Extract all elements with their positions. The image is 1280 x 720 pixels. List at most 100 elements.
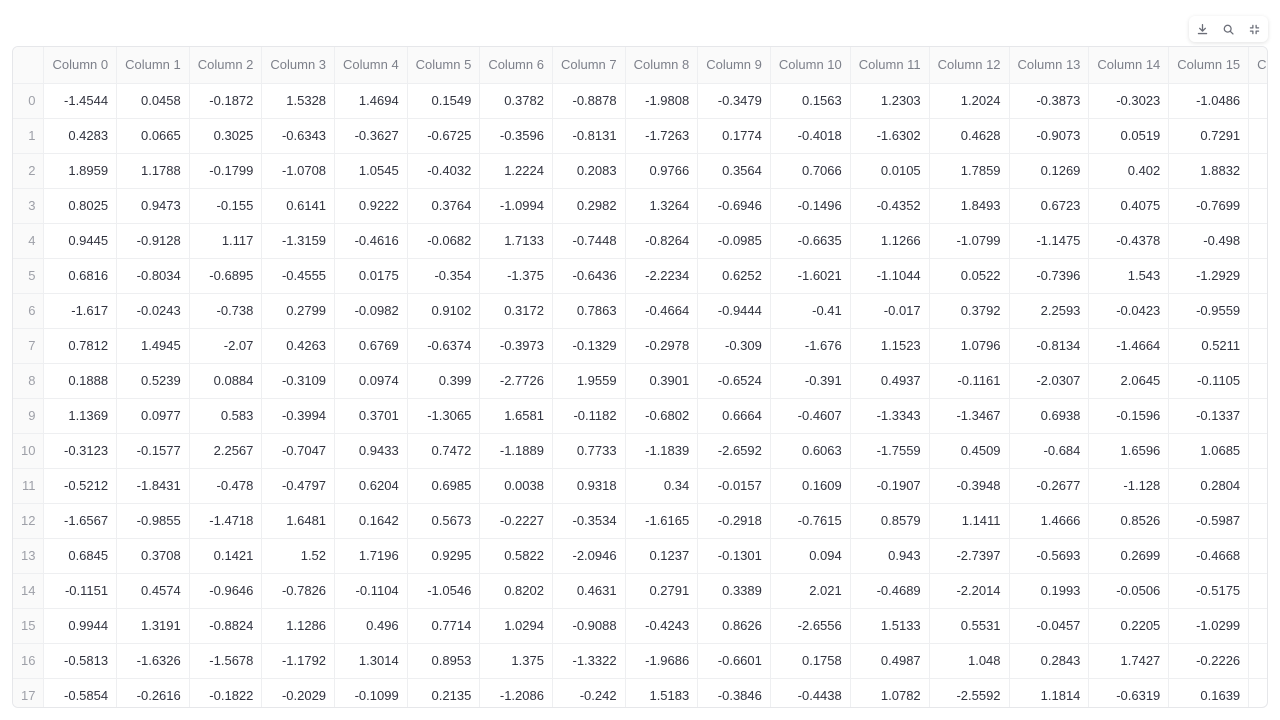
table-cell[interactable]: 0. (1248, 678, 1267, 707)
column-header[interactable]: Column 6 (479, 47, 553, 84)
table-row[interactable]: 10 -0.3123 -0.1577 2.2567 -0.7047 0.9433 0.747… (13, 433, 1267, 469)
table-cell[interactable]: 2.2593 (1009, 293, 1090, 329)
table-cell[interactable]: 0.7812 (43, 328, 118, 364)
table-cell[interactable]: -1.0708 (261, 153, 336, 189)
table-cell[interactable]: -0. (1248, 643, 1267, 679)
table-cell[interactable]: 1.52 (261, 538, 336, 574)
table-cell[interactable]: 0.1563 (770, 83, 851, 119)
table-cell[interactable]: 1.7427 (1088, 643, 1170, 679)
table-cell[interactable]: 1.2224 (479, 153, 553, 189)
table-cell[interactable]: 0.9944 (43, 608, 118, 644)
table-cell[interactable]: 0.0175 (334, 258, 408, 294)
table-cell[interactable]: -0.1301 (697, 538, 771, 574)
table-cell[interactable]: 1.0685 (1168, 433, 1250, 469)
table-cell[interactable]: -0.242 (552, 678, 626, 707)
table-cell[interactable]: -1.3343 (850, 398, 930, 434)
table-cell[interactable]: 0.1888 (43, 363, 118, 399)
table-cell[interactable]: 0.2699 (1088, 538, 1170, 574)
table-cell[interactable]: -2.0307 (1009, 363, 1090, 399)
table-cell[interactable]: -1.9808 (625, 83, 699, 119)
table-cell[interactable]: -0.6374 (407, 328, 481, 364)
table-cell[interactable]: 0.399 (407, 363, 481, 399)
table-cell[interactable]: -2.2234 (625, 258, 699, 294)
table-cell[interactable]: -0.3994 (261, 398, 336, 434)
table-cell[interactable]: 1.1286 (261, 608, 336, 644)
table-cell[interactable]: 0.0665 (116, 118, 190, 154)
table-cell[interactable]: 1.117 (189, 223, 263, 259)
table-cell[interactable]: -1.0546 (407, 573, 481, 609)
table-cell[interactable]: -0.9128 (116, 223, 190, 259)
search-icon[interactable] (1217, 18, 1239, 40)
table-cell[interactable]: 0.6141 (261, 188, 336, 224)
table-cell[interactable]: 0.3172 (479, 293, 553, 329)
table-cell[interactable]: 0.7472 (407, 433, 481, 469)
column-header[interactable]: Column 15 (1168, 47, 1250, 84)
table-cell[interactable]: -2.6592 (697, 433, 771, 469)
table-cell[interactable]: -0.8034 (116, 258, 190, 294)
table-cell[interactable]: -1.6567 (43, 503, 118, 539)
column-header[interactable]: Column 16 (1248, 47, 1267, 84)
table-cell[interactable]: 0.1237 (625, 538, 699, 574)
table-cell[interactable]: 0.9222 (334, 188, 408, 224)
table-cell[interactable]: -0.478 (189, 468, 263, 504)
table-cell[interactable]: -0.0985 (697, 223, 771, 259)
table-cell[interactable]: 0.583 (189, 398, 263, 434)
table-cell[interactable]: 0.3564 (697, 153, 771, 189)
table-cell[interactable]: -0.9088 (552, 608, 626, 644)
table-cell[interactable]: -1.676 (770, 328, 851, 364)
table-cell[interactable]: 0.496 (334, 608, 408, 644)
table-cell[interactable]: -0.738 (189, 293, 263, 329)
table-cell[interactable]: -1.1839 (625, 433, 699, 469)
table-cell[interactable]: 0.6664 (697, 398, 771, 434)
table-cell[interactable]: 0.0038 (479, 468, 553, 504)
column-header[interactable]: Column 0 (43, 47, 118, 84)
table-cell[interactable]: -0.3973 (479, 328, 553, 364)
table-cell[interactable]: 0.1269 (1009, 153, 1090, 189)
table-cell[interactable]: 0.4509 (929, 433, 1010, 469)
table-cell[interactable]: -0.0457 (1009, 608, 1090, 644)
table-cell[interactable]: 0.7066 (770, 153, 851, 189)
table-cell[interactable]: 1.4694 (334, 83, 408, 119)
table-cell[interactable]: -0.684 (1009, 433, 1090, 469)
table-cell[interactable]: -2.2014 (929, 573, 1010, 609)
table-cell[interactable]: -1.4544 (43, 83, 118, 119)
table-cell[interactable]: -0.4018 (770, 118, 851, 154)
table-cell[interactable]: -1.7559 (850, 433, 930, 469)
table-row[interactable]: 5 0.6816 -0.8034 -0.6895 -0.4555 0.0175 -0.354… (13, 258, 1267, 294)
table-cell[interactable]: -1.128 (1088, 468, 1170, 504)
table-cell[interactable]: -0.3596 (479, 118, 553, 154)
table-cell[interactable]: 0.9433 (334, 433, 408, 469)
table-cell[interactable]: -1.6326 (116, 643, 190, 679)
column-header[interactable]: Column 5 (407, 47, 481, 84)
table-cell[interactable]: -0.4555 (261, 258, 336, 294)
table-cell[interactable]: -0.41 (770, 293, 851, 329)
table-cell[interactable]: -1.7263 (625, 118, 699, 154)
table-cell[interactable]: 0.7863 (552, 293, 626, 329)
column-header[interactable]: Column 4 (334, 47, 408, 84)
table-row[interactable]: 14 -0.1151 0.4574 -0.9646 -0.7826 -0.1104 -1.0… (13, 573, 1267, 609)
table-cell[interactable]: -0.1907 (850, 468, 930, 504)
table-cell[interactable]: -0. (1248, 608, 1267, 644)
table-cell[interactable]: -0.4689 (850, 573, 930, 609)
table-cell[interactable]: -0.5813 (43, 643, 118, 679)
table-cell[interactable]: -1.0486 (1168, 83, 1250, 119)
table-cell[interactable]: -0.4664 (625, 293, 699, 329)
table-cell[interactable]: -2.6556 (770, 608, 851, 644)
table-cell[interactable]: -0.6946 (697, 188, 771, 224)
column-header[interactable]: Column 9 (697, 47, 771, 84)
table-cell[interactable]: 0.402 (1088, 153, 1170, 189)
table-cell[interactable]: 0.1758 (770, 643, 851, 679)
table-cell[interactable]: 1.1411 (929, 503, 1010, 539)
table-cell[interactable]: -1.5678 (189, 643, 263, 679)
table-cell[interactable]: 1.6581 (479, 398, 553, 434)
table-cell[interactable]: -1.6021 (770, 258, 851, 294)
table-cell[interactable]: -0.155 (189, 188, 263, 224)
table-cell[interactable]: 0.4631 (552, 573, 626, 609)
table-cell[interactable]: -0.1182 (552, 398, 626, 434)
table-cell[interactable]: -0.6635 (770, 223, 851, 259)
table-cell[interactable]: -0.7396 (1009, 258, 1090, 294)
table-cell[interactable]: 1.375 (479, 643, 553, 679)
table-cell[interactable]: -0.6524 (697, 363, 771, 399)
table-cell[interactable]: -0.5693 (1009, 538, 1090, 574)
table-cell[interactable]: 1.7133 (479, 223, 553, 259)
